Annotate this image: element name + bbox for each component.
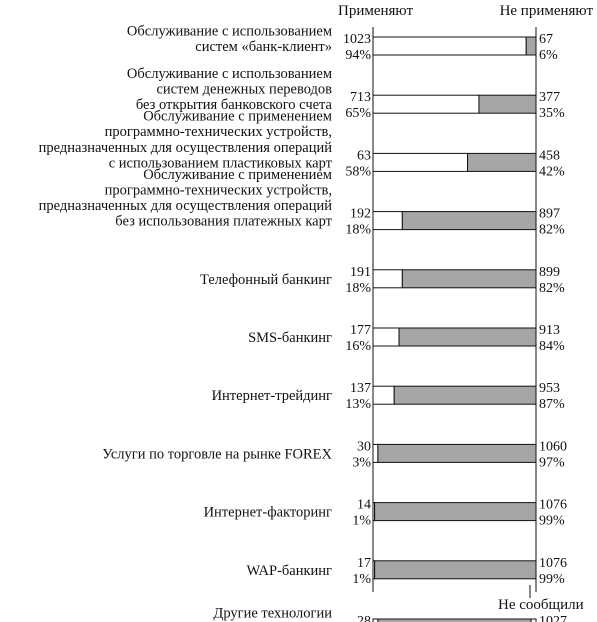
bar-not-applied <box>401 269 537 289</box>
not-applied-count-label: 897 <box>539 207 560 222</box>
category-label: с использованием пластиковых карт <box>109 155 333 171</box>
applied-count-label: 28 <box>357 614 371 622</box>
not-applied-count-label: 1027 <box>539 614 567 622</box>
bar-not-applied <box>377 618 532 622</box>
not-applied-count-label: 1076 <box>539 556 567 571</box>
bar-not-applied <box>374 502 537 522</box>
category-label: Интернет-факторинг <box>204 505 332 521</box>
bar-not-applied <box>478 94 537 114</box>
not-applied-pct-label: 82% <box>539 281 565 296</box>
applied-pct-label: 3% <box>352 455 371 470</box>
bar-not-applied <box>393 385 537 405</box>
applied-pct-label: 13% <box>345 397 371 412</box>
category-label: предназначенных для осуществления операц… <box>39 198 333 214</box>
header-applied: Применяют <box>338 3 413 19</box>
category-label: Услуги по торговле на рынке FOREX <box>102 446 332 462</box>
not-applied-pct-label: 42% <box>539 164 565 179</box>
applied-pct-label: 18% <box>345 281 371 296</box>
applied-pct-label: 16% <box>345 339 371 354</box>
bar-applied <box>372 269 403 289</box>
bar-applied <box>372 385 395 405</box>
applied-count-label: 713 <box>350 90 371 105</box>
applied-count-label: 1023 <box>343 32 371 47</box>
applied-count-label: 137 <box>350 381 371 396</box>
bar-not-applied <box>401 211 537 231</box>
not-applied-count-label: 1076 <box>539 498 567 513</box>
category-label: систем «банк-клиент» <box>195 39 332 55</box>
bar-applied <box>372 211 403 231</box>
not-applied-count-label: 67 <box>539 32 553 47</box>
not-applied-pct-label: 6% <box>539 48 558 63</box>
bar-applied <box>372 443 379 463</box>
category-label: Обслуживание с применением <box>143 167 332 183</box>
not-applied-count-label: 953 <box>539 381 560 396</box>
category-label: Обслуживание с применением <box>143 109 332 125</box>
not-applied-pct-label: 82% <box>539 223 565 238</box>
applied-pct-label: 58% <box>345 164 371 179</box>
bar-not-applied <box>525 36 537 56</box>
applied-pct-label: 1% <box>352 572 371 587</box>
applied-count-label: 30 <box>357 439 371 454</box>
bar-not-applied <box>377 443 537 463</box>
category-label: без использования платежных карт <box>115 214 332 230</box>
not-applied-pct-label: 99% <box>539 514 565 529</box>
category-label: Телефонный банкинг <box>200 272 332 288</box>
category-label: Обслуживание с использованием <box>127 66 332 82</box>
applied-pct-label: 65% <box>345 106 371 121</box>
category-label: программно-технических устройств, <box>105 124 332 140</box>
category-label: систем денежных переводов <box>156 82 332 98</box>
bar-applied <box>372 94 480 114</box>
category-label: Интернет-трейдинг <box>212 388 332 404</box>
applied-count-label: 14 <box>357 498 371 513</box>
not-applied-pct-label: 99% <box>539 572 565 587</box>
applied-pct-label: 1% <box>352 514 371 529</box>
bar-applied <box>372 327 400 347</box>
not-applied-pct-label: 35% <box>539 106 565 121</box>
not-applied-pct-label: 87% <box>539 397 565 412</box>
applied-pct-label: 94% <box>345 48 371 63</box>
bar-not-reported <box>530 618 537 622</box>
bar-not-applied <box>467 152 537 172</box>
category-label: Обслуживание с использованием <box>127 23 332 39</box>
not-applied-count-label: 1060 <box>539 439 567 454</box>
not-applied-count-label: 377 <box>539 90 560 105</box>
applied-count-label: 17 <box>357 556 371 571</box>
bar-applied <box>372 152 469 172</box>
applied-count-label: 63 <box>357 148 371 163</box>
bar-not-applied <box>374 560 537 580</box>
category-label: SMS-банкинг <box>248 330 332 346</box>
not-applied-pct-label: 97% <box>539 455 565 470</box>
category-label: программно-технических устройств, <box>105 182 332 198</box>
not-applied-pct-label: 84% <box>539 339 565 354</box>
category-label: WAP-банкинг <box>246 563 332 579</box>
applied-pct-label: 18% <box>345 223 371 238</box>
category-label: Другие технологии <box>213 605 332 621</box>
applied-count-label: 191 <box>350 265 371 280</box>
not-applied-count-label: 458 <box>539 148 560 163</box>
applied-count-label: 177 <box>350 323 371 338</box>
category-label: предназначенных для осуществления операц… <box>39 140 333 156</box>
bar-applied <box>372 36 527 56</box>
category-label: без открытия банковского счета <box>136 97 333 113</box>
bar-applied <box>372 618 379 622</box>
bar-not-applied <box>398 327 537 347</box>
not-applied-count-label: 899 <box>539 265 560 280</box>
footer-not-reported-label: Не сообщили <box>498 597 584 613</box>
header-not-applied: Не применяют <box>499 3 593 19</box>
not-applied-count-label: 913 <box>539 323 560 338</box>
applied-count-label: 192 <box>350 207 371 222</box>
